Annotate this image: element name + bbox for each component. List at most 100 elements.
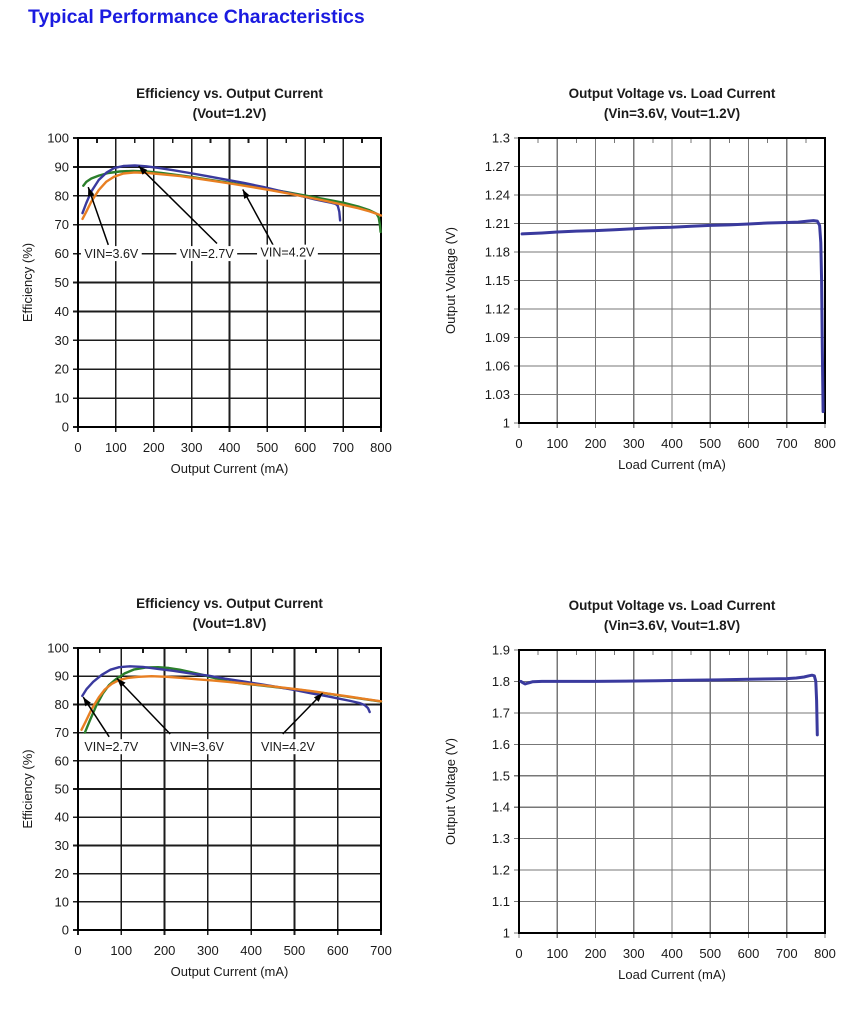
chart-title: (Vin=3.6V, Vout=1.2V) <box>604 106 740 121</box>
tick-label: 0 <box>74 943 81 958</box>
tick-label: 70 <box>55 217 69 232</box>
axis-label: Load Current (mA) <box>618 457 726 472</box>
axis-label: Efficiency (%) <box>20 749 35 828</box>
tick-label: 40 <box>55 810 69 825</box>
tick-label: 800 <box>814 436 836 451</box>
annotation-arrow-line <box>242 189 274 246</box>
tick-label: 1 <box>503 926 510 941</box>
tick-label: 600 <box>738 436 760 451</box>
tick-label: 100 <box>546 436 568 451</box>
annotation-arrowhead <box>116 678 126 688</box>
series-vin-2.7v <box>81 665 371 714</box>
plot-frame <box>77 647 382 931</box>
series-vin-4.2v <box>80 674 383 732</box>
tick-label: 1.8 <box>492 674 510 689</box>
tick-label: 40 <box>55 304 69 319</box>
tick-label: 1.2 <box>492 863 510 878</box>
tick-label: 0 <box>515 946 522 961</box>
tick-label: 50 <box>55 782 69 797</box>
annotation-arrow-line <box>87 186 110 246</box>
tick-label: 1.27 <box>485 159 510 174</box>
tick-label: 1.7 <box>492 705 510 720</box>
annotation-label-bg <box>257 244 318 260</box>
ann-label: VIN=2.7V <box>84 740 139 754</box>
axis-label: Efficiency (%) <box>20 243 35 322</box>
ann-label: VIN=4.2V <box>261 740 316 754</box>
tick-label: 90 <box>55 669 69 684</box>
tick-label: 10 <box>55 391 69 406</box>
series-vin-4.2v <box>81 171 383 221</box>
chart-title: (Vout=1.2V) <box>193 106 267 121</box>
tick-label: 1.3 <box>492 131 510 146</box>
tick-label: 1.6 <box>492 737 510 752</box>
annotation-arrow-line <box>282 692 324 735</box>
chart-svg-output-voltage-vs-load-current-vout-1p8v: 0 100 200 300 400 500 600 700 800 1 1.1 1.2 1.3 1.4 1.… <box>443 598 836 982</box>
series-vout <box>520 219 825 414</box>
tick-label: 0 <box>515 436 522 451</box>
tick-label: 200 <box>143 440 165 455</box>
chart-svg-efficiency-vs-output-current-vout-1p8v: 0 100 200 300 400 500 600 700 0 10 20 30 40 50 60 70 80 9… <box>20 596 392 979</box>
series-vout <box>519 673 819 737</box>
chart-title: Efficiency vs. Output Current <box>136 86 323 101</box>
tick-label: 600 <box>738 946 760 961</box>
tick-label: 400 <box>661 436 683 451</box>
tick-label: 20 <box>55 362 69 377</box>
tick-label: 600 <box>294 440 316 455</box>
tick-label: 1.9 <box>492 643 510 658</box>
tick-label: 1.15 <box>485 273 510 288</box>
annotation-arrowhead <box>313 693 323 702</box>
annotation-arrowhead <box>138 166 148 175</box>
tick-label: 1.12 <box>485 302 510 317</box>
annotation-arrow-line <box>116 677 171 735</box>
ann-label: VIN=2.7V <box>180 247 235 261</box>
chart-title: Efficiency vs. Output Current <box>136 596 323 611</box>
tick-label: 30 <box>55 838 69 853</box>
annotation-arrowhead <box>88 187 95 197</box>
tick-label: 600 <box>327 943 349 958</box>
grid <box>514 649 826 938</box>
tick-label: 500 <box>284 943 306 958</box>
tick-label: 1 <box>503 416 510 431</box>
tick-label: 100 <box>110 943 132 958</box>
tick-label: 1.1 <box>492 894 510 909</box>
tick-label: 400 <box>240 943 262 958</box>
axis-label: Output Current (mA) <box>171 964 289 979</box>
chart-title: Output Voltage vs. Load Current <box>569 86 776 101</box>
ann-label: VIN=3.6V <box>84 247 139 261</box>
chart-svg-efficiency-vs-output-current-vout-1p2v: 0 100 200 300 400 500 600 700 800 0 10 20 30 40 50 60 70… <box>20 86 392 476</box>
tick-label: 0 <box>74 440 81 455</box>
chart-svg-output-voltage-vs-load-current-vout-1p2v: 0 100 200 300 400 500 600 700 800 1 1.03 1.06 1.09 1.… <box>443 86 836 472</box>
grid <box>514 137 826 428</box>
tick-label: 30 <box>55 333 69 348</box>
tick-label: 300 <box>181 440 203 455</box>
plot-frame <box>518 137 826 424</box>
tick-label: 1.03 <box>485 387 510 402</box>
axis-label: Load Current (mA) <box>618 967 726 982</box>
page-title: Typical Performance Characteristics <box>28 6 365 28</box>
tick-label: 400 <box>219 440 241 455</box>
tick-label: 1.4 <box>492 800 510 815</box>
tick-label: 0 <box>62 420 69 435</box>
tick-label: 800 <box>370 440 392 455</box>
tick-label: 700 <box>776 946 798 961</box>
annotation-label-bg <box>257 739 319 755</box>
axis-label: Output Current (mA) <box>171 461 289 476</box>
tick-label: 1.3 <box>492 831 510 846</box>
grid <box>73 137 382 432</box>
annotation-arrow-line <box>138 165 218 245</box>
grid <box>73 647 382 935</box>
tick-label: 700 <box>370 943 392 958</box>
tick-label: 100 <box>47 641 69 656</box>
tick-label: 1.06 <box>485 359 510 374</box>
tick-label: 300 <box>197 943 219 958</box>
chart-efficiency-vout-1.8v: 0 100 200 300 400 500 600 700 0 10 20 30 40 50 60 70 80 9… <box>0 572 440 1012</box>
tick-label: 100 <box>105 440 127 455</box>
tick-label: 10 <box>55 894 69 909</box>
annotation-arrowhead <box>242 189 250 199</box>
chart-title: Output Voltage vs. Load Current <box>569 598 776 613</box>
tick-label: 90 <box>55 159 69 174</box>
ann-label: VIN=3.6V <box>170 740 225 754</box>
plot-frame <box>518 649 826 934</box>
chart-title: (Vout=1.8V) <box>193 616 267 631</box>
